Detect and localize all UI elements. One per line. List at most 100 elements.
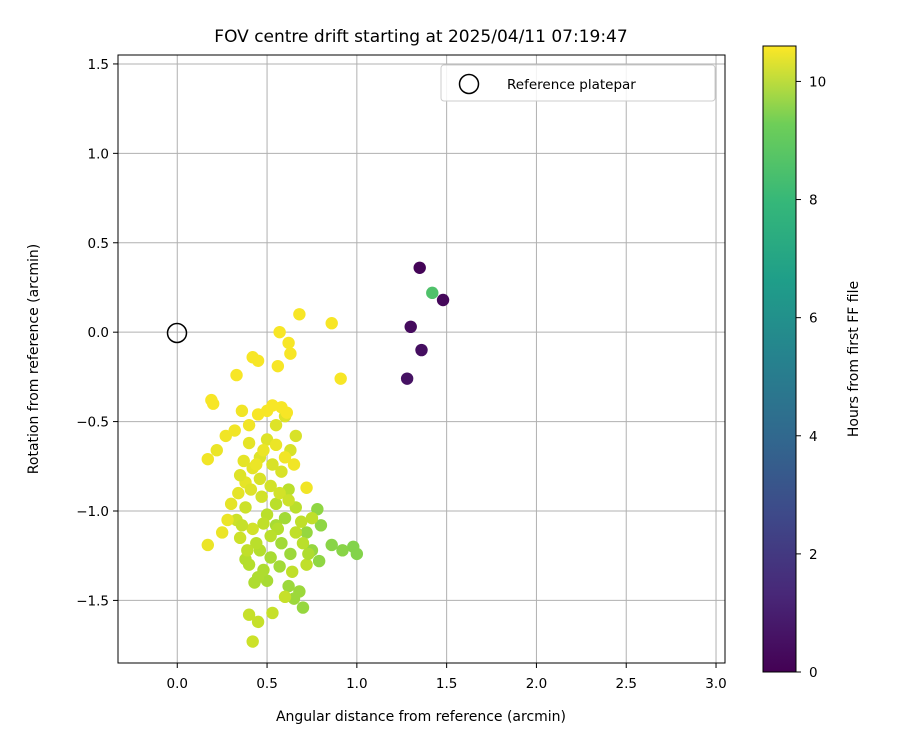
data-point	[228, 424, 241, 437]
data-point	[284, 547, 297, 561]
data-point	[296, 601, 310, 614]
data-point	[300, 558, 313, 571]
data-point	[250, 458, 263, 471]
data-point	[293, 308, 306, 321]
data-point	[201, 538, 214, 552]
data-point	[244, 483, 258, 496]
chart-title: FOV centre drift starting at 2025/04/11 …	[214, 27, 627, 47]
data-point	[246, 522, 259, 536]
data-point	[242, 418, 256, 432]
data-point	[426, 286, 439, 300]
data-point	[269, 497, 283, 511]
data-point	[300, 481, 313, 494]
data-point	[235, 519, 249, 532]
y-tick-label: 1.0	[88, 146, 109, 162]
data-point	[400, 372, 414, 385]
y-tick-label: −0.5	[76, 415, 109, 431]
data-point	[415, 343, 428, 357]
data-point	[264, 529, 277, 543]
data-point	[205, 393, 218, 407]
x-tick-label: 0.0	[167, 676, 188, 692]
data-point	[210, 444, 223, 457]
data-point	[273, 560, 286, 573]
colorbar-gradient	[762, 45, 797, 673]
data-point	[325, 538, 338, 552]
colorbar-tick-label: 6	[809, 311, 818, 327]
data-point	[264, 551, 277, 564]
data-point	[311, 503, 324, 516]
data-point	[241, 544, 254, 557]
data-point	[233, 469, 247, 482]
data-point	[235, 404, 249, 418]
x-axis-label: Angular distance from reference (arcmin)	[276, 709, 566, 725]
data-point	[242, 608, 256, 621]
data-point	[282, 494, 295, 507]
x-axis-ticks: 0.0 0.5 1.0 1.5 2.0 2.5 3.0	[167, 663, 727, 692]
data-point	[237, 454, 250, 468]
x-tick-label: 2.0	[526, 676, 547, 692]
grid-lines	[118, 55, 725, 663]
legend: Reference platepar	[440, 64, 716, 102]
data-point	[336, 544, 349, 557]
data-point	[280, 406, 294, 419]
data-point	[201, 452, 214, 466]
data-point	[221, 513, 234, 527]
colorbar: 0 2 4 6 8 10 Hours from first FF file	[762, 45, 862, 681]
data-point	[248, 576, 261, 589]
x-tick-label: 1.0	[346, 676, 367, 692]
data-point	[264, 479, 277, 493]
data-point	[224, 497, 238, 511]
colorbar-label: Hours from first FF file	[846, 281, 862, 437]
data-point	[255, 490, 268, 503]
data-point	[300, 526, 313, 539]
colorbar-tick-label: 10	[809, 74, 826, 90]
colorbar-tick-label: 2	[809, 547, 818, 563]
data-point	[289, 429, 302, 443]
colorbar-tick-label: 4	[809, 429, 818, 445]
data-point	[294, 515, 308, 528]
colorbar-tick-label: 0	[809, 665, 818, 681]
data-point	[350, 547, 364, 561]
y-axis-ticks: −1.5 −1.0 −0.5 0.0 0.5 1.0 1.5	[76, 57, 118, 609]
data-point	[266, 606, 279, 620]
data-point	[278, 511, 292, 525]
colorbar-ticks: 0 2 4 6 8 10	[796, 74, 826, 681]
data-point	[273, 325, 286, 339]
data-point	[251, 615, 265, 629]
y-tick-label: −1.5	[76, 593, 109, 609]
data-point	[404, 320, 417, 334]
data-point	[233, 531, 247, 545]
y-tick-label: 0.0	[88, 325, 109, 341]
data-point	[232, 486, 245, 500]
data-point	[239, 501, 252, 514]
data-point	[282, 336, 295, 350]
data-point	[436, 293, 450, 307]
x-tick-label: 1.5	[436, 676, 457, 692]
data-point	[278, 590, 292, 604]
data-point	[273, 486, 286, 500]
y-axis-label: Rotation from reference (arcmin)	[26, 244, 42, 474]
data-point	[334, 372, 347, 385]
x-tick-label: 3.0	[705, 676, 726, 692]
data-point	[250, 536, 263, 550]
data-point	[271, 359, 285, 373]
data-point	[278, 451, 292, 464]
legend-box	[440, 64, 716, 102]
data-point	[269, 418, 283, 432]
y-tick-label: 0.5	[88, 236, 109, 252]
data-point	[251, 354, 265, 367]
y-tick-label: −1.0	[76, 504, 109, 520]
data-point	[275, 536, 288, 550]
data-point	[219, 429, 232, 443]
data-point	[230, 368, 243, 382]
data-points	[201, 261, 450, 648]
data-point	[312, 554, 326, 568]
data-point	[260, 433, 274, 446]
legend-open-circle-icon	[458, 73, 480, 95]
data-point	[314, 519, 328, 532]
data-point	[266, 458, 279, 471]
data-point	[285, 565, 299, 578]
data-point	[287, 458, 301, 471]
colorbar-tick-label: 8	[809, 193, 818, 209]
legend-label: Reference platepar	[507, 77, 636, 93]
